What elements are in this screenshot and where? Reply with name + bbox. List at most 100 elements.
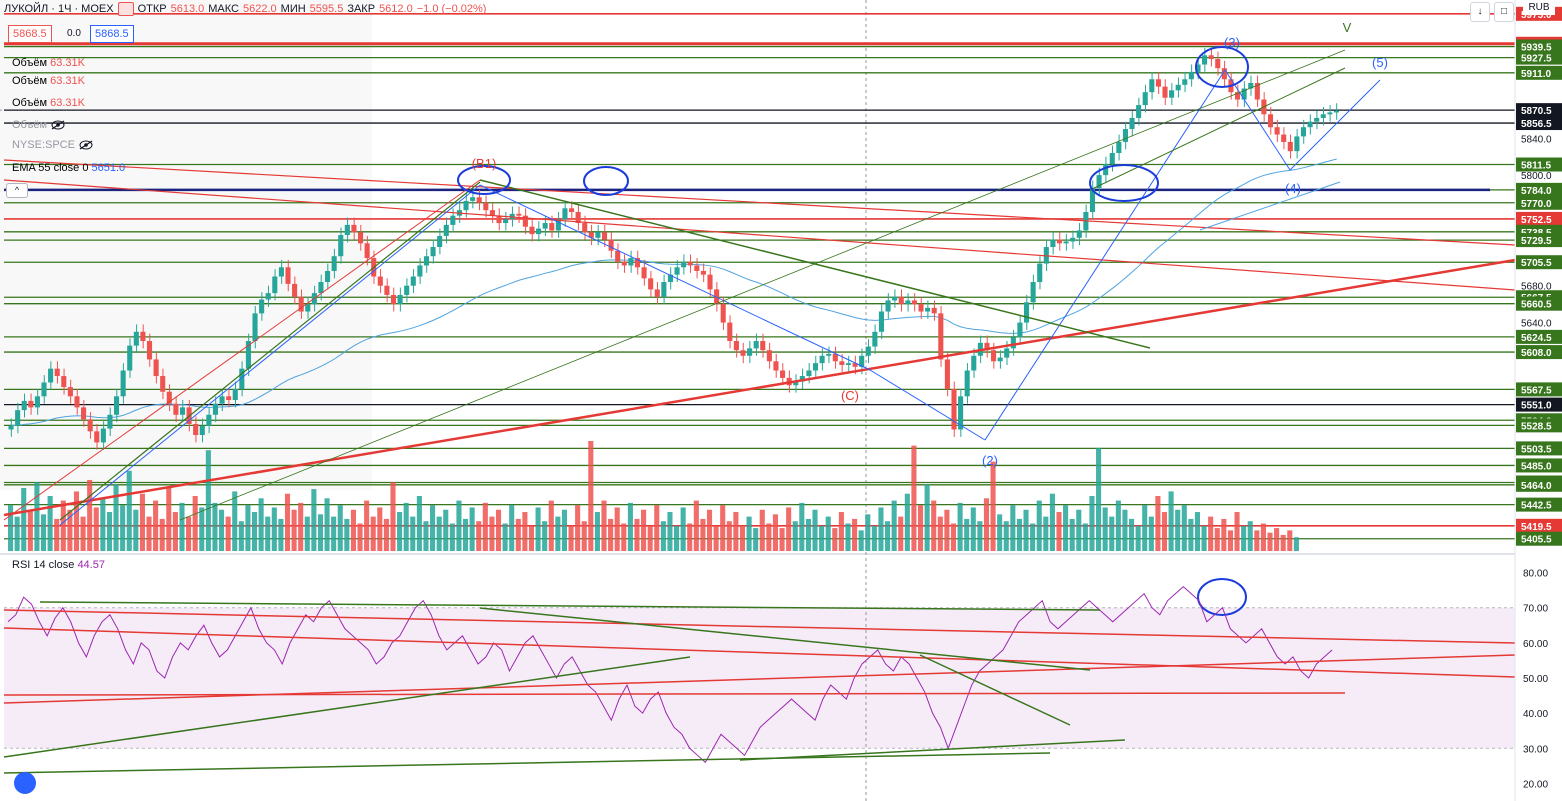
candle-body xyxy=(1300,127,1307,137)
volume-bar xyxy=(608,518,614,551)
price-tick-label: 5640.0 xyxy=(1521,319,1552,330)
volume-bar xyxy=(1227,530,1233,551)
candle-body xyxy=(865,346,871,356)
candle-body xyxy=(1221,68,1227,80)
volume-bar xyxy=(772,514,779,551)
sell-button[interactable]: 5868.5 xyxy=(8,25,52,43)
candle-body xyxy=(1234,92,1241,100)
rsi-tick-label: 30.00 xyxy=(1523,744,1548,755)
candle-body xyxy=(958,396,964,430)
candle-body xyxy=(34,396,40,408)
volume-bar xyxy=(87,479,93,551)
eye-hidden-icon[interactable] xyxy=(79,140,93,150)
ema-legend[interactable]: EMA 55 close 0 5651.0 xyxy=(12,160,125,176)
candle-body xyxy=(885,300,891,312)
candle-body xyxy=(892,296,898,301)
volume-bar xyxy=(1056,512,1062,551)
trend-line xyxy=(1224,69,1291,171)
candle-body xyxy=(832,353,838,362)
candle-body xyxy=(160,376,166,392)
candle-body xyxy=(325,270,331,283)
rsi-tick-label: 70.00 xyxy=(1523,604,1548,615)
volume-bar xyxy=(1260,523,1266,551)
candle-body xyxy=(931,307,937,314)
price-tag xyxy=(1516,397,1562,412)
alert-icon[interactable] xyxy=(117,2,134,16)
price-tick-label: 5770.0 xyxy=(1521,199,1552,210)
volume-bar xyxy=(990,461,996,551)
candle-body xyxy=(1267,114,1274,128)
candle-body xyxy=(661,282,667,297)
volume-bar xyxy=(825,516,831,551)
volume-bar xyxy=(317,514,324,551)
scroll-down-button[interactable]: ↓ xyxy=(1470,2,1490,22)
volume-bar xyxy=(1115,500,1121,551)
volume-bar xyxy=(1030,523,1036,551)
volume-bar xyxy=(838,512,844,551)
volume-bar xyxy=(1069,518,1075,551)
volume-bar xyxy=(561,509,567,551)
volume-bar xyxy=(522,512,528,551)
candle-body xyxy=(212,403,219,415)
candle-body xyxy=(681,261,687,268)
eye-hidden-icon[interactable] xyxy=(51,120,65,130)
candle-body xyxy=(549,223,555,231)
price-tick-label: 5752.5 xyxy=(1521,215,1552,226)
candle-body xyxy=(760,341,766,351)
volume-bar xyxy=(1142,505,1148,551)
volume-bar xyxy=(27,510,33,551)
volume-bar xyxy=(1096,447,1102,551)
candle-body xyxy=(239,368,245,389)
volume-bar xyxy=(1128,518,1135,551)
candle-body xyxy=(292,283,298,297)
candle-body xyxy=(259,299,265,314)
candle-body xyxy=(1056,239,1063,244)
volume-bar xyxy=(462,518,469,551)
maximize-button[interactable]: □ xyxy=(1494,2,1514,22)
volume-legend-3[interactable]: Объём 63.31K xyxy=(12,95,85,111)
volume-legend-1[interactable]: Объём 63.31K xyxy=(12,55,85,71)
volume-bar xyxy=(93,507,99,551)
price-tag xyxy=(1516,103,1562,118)
candle-body xyxy=(364,243,370,259)
candle-body xyxy=(1017,322,1023,338)
volume-bar xyxy=(113,484,119,551)
candle-body xyxy=(219,396,225,404)
volume-legend-2[interactable]: Объём 63.31K xyxy=(12,73,85,89)
compare-legend[interactable]: NYSE:SPCE xyxy=(12,137,93,153)
volume-bar xyxy=(73,491,80,551)
volume-bar xyxy=(291,509,297,551)
rsi-legend[interactable]: RSI 14 close 44.57 xyxy=(12,559,105,571)
candle-body xyxy=(397,294,403,305)
candle-body xyxy=(503,219,509,224)
volume-bar xyxy=(232,491,238,551)
volume-bar xyxy=(997,514,1003,551)
price-tick-label: 5624.5 xyxy=(1521,333,1552,344)
volume-bar xyxy=(456,500,462,551)
currency-label[interactable]: RUB xyxy=(1523,1,1555,15)
buy-button[interactable]: 5868.5 xyxy=(90,25,134,43)
collapse-legend-button[interactable]: ^ xyxy=(6,183,28,198)
volume-bar xyxy=(568,525,574,551)
volume-legend-hidden[interactable]: Объём xyxy=(12,117,65,133)
volume-bar xyxy=(1135,525,1141,551)
candle-body xyxy=(964,370,970,397)
volume-bar xyxy=(331,516,337,551)
volume-bar xyxy=(647,525,653,551)
candle-body xyxy=(654,289,660,297)
volume-bar xyxy=(502,523,508,551)
wave-label: (2) xyxy=(982,453,998,468)
trend-line xyxy=(869,369,986,441)
volume-bar xyxy=(1063,505,1069,551)
volume-bar xyxy=(911,445,917,551)
symbol-name[interactable]: ЛУКОЙЛ · 1Ч · MOEX xyxy=(4,3,114,15)
price-tick-label: 5811.5 xyxy=(1521,161,1551,172)
volume-bar xyxy=(54,518,60,551)
tradingview-logo-icon[interactable] xyxy=(14,772,36,794)
candle-body xyxy=(997,357,1003,362)
candle-body xyxy=(410,276,416,286)
legend-shade xyxy=(0,0,372,490)
candle-body xyxy=(166,391,172,404)
candle-body xyxy=(878,311,885,332)
